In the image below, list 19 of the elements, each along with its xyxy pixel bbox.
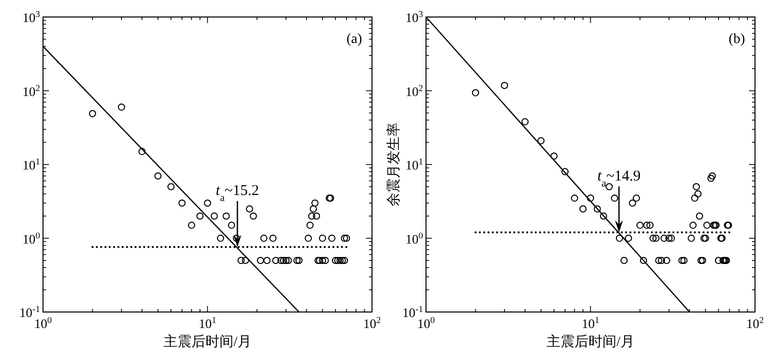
x-axis-title: 主震后时间/月 [546, 334, 634, 350]
x-tick-label: 10$^{2}$ [363, 315, 382, 331]
y-tick-label: 10$^{2}$ [405, 82, 424, 99]
y-tick-label: 10$^{0}$ [405, 230, 424, 246]
x-axis-title: 主震后时间/月 [164, 334, 252, 350]
annotation: (b) [728, 32, 746, 47]
x-tick-label: 10$^{1}$ [198, 315, 216, 331]
y-tick-label: 10$^{0}$ [22, 230, 40, 246]
x-tick-label: 10$^{1}$ [582, 315, 600, 331]
annotation: t$_{a}$~15.2 [216, 183, 260, 204]
x-tick-label: 10$^{2}$ [746, 315, 764, 331]
y-axis-title: 余震月发生率 [386, 122, 402, 206]
y-tick-label: 10$^{3}$ [22, 9, 40, 25]
annotation: t$_{a}$~14.9 [597, 168, 641, 189]
y-tick-label: 10$^{1}$ [22, 156, 40, 172]
y-tick-label: 10$^{1}$ [405, 156, 423, 172]
y-tick-label: 10$^{2}$ [22, 82, 40, 99]
annotation: (a) [346, 32, 362, 47]
y-tick-label: 10$^{3}$ [405, 9, 424, 25]
